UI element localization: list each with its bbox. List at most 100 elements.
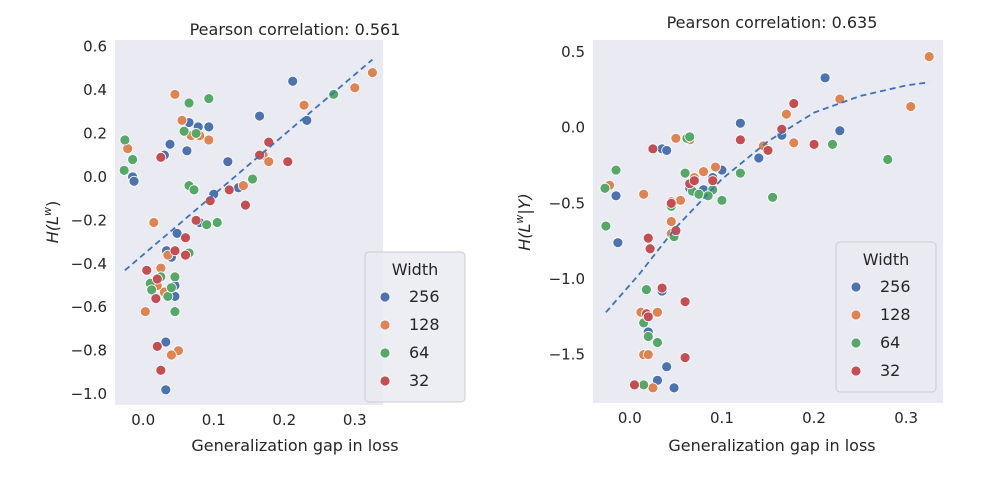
scatter-point-32 [155,151,167,163]
chart-title: Pearson correlation: 0.561 [190,20,401,39]
scatter-point-256 [222,156,234,168]
scatter-point-128 [642,349,654,361]
x-tick-label: 0.3 [343,411,367,429]
scatter-point-128 [166,349,177,361]
scatter-panel-right: Pearson correlation: 0.635 Generalizatio… [513,13,943,455]
scatter-point-64 [610,164,622,176]
scatter-point-256 [668,382,680,394]
scatter-point-64 [118,164,130,176]
y-tick-label: −1.5 [549,346,585,364]
x-tick-label: 0.1 [202,411,226,429]
scatter-point-64 [827,138,838,150]
scatter-point-32 [151,340,163,352]
scatter-point-64 [169,271,181,283]
scatter-point-64 [641,284,652,295]
scatter-point-64 [190,128,202,139]
legend: Width 256 128 64 32 [364,251,466,403]
scatter-point-32 [762,145,774,156]
scatter-point-32 [808,138,820,150]
scatter-point-128 [675,194,686,206]
y-tick-label: −1.0 [71,385,107,403]
legend-label-32: 32 [880,361,900,380]
y-tick-label: −1.0 [549,270,585,288]
scatter-point-64 [127,154,139,165]
legend-marker-64 [379,347,391,359]
chart-title: Pearson correlation: 0.635 [667,13,878,32]
scatter-point-256 [661,145,673,156]
scatter-point-256 [834,125,846,137]
scatter-point-32 [656,282,668,294]
y-axis-label-main: H(L [43,216,62,243]
scatter-point-64 [702,190,714,202]
scatter-point-64 [679,167,691,179]
x-tick-label: 0.1 [710,409,734,427]
legend-marker-256 [850,281,862,293]
scatter-point-64 [166,282,177,294]
y-tick-label: −0.4 [71,255,107,273]
legend-label-64: 64 [409,343,429,362]
scatter-point-32 [788,98,800,109]
scatter-point-128 [148,217,160,228]
legend-box [835,241,937,393]
legend-marker-32 [379,375,391,387]
legend-label-256: 256 [880,277,911,296]
x-axis-label: Generalization gap in loss [191,436,398,455]
scatter-point-64 [328,88,340,100]
y-tick-label: −0.6 [71,298,107,316]
scatter-point-32 [642,232,654,244]
marks-layer: 0.0 0.1 0.2 0.3 0.5 0.0 −0.5 −1.0 −1.5 [549,43,935,427]
y-axis-label: H(Lw|Y) [513,193,534,251]
scatter-point-64 [146,284,158,296]
scatter-point-64 [183,97,195,109]
y-tick-label: 0.6 [83,38,107,56]
trend-line [605,81,930,313]
legend-label-32: 32 [409,371,429,390]
scatter-point-32 [180,249,191,261]
scatter-point-256 [287,75,299,87]
scatter-point-256 [819,72,831,84]
scatter-point-32 [644,243,656,255]
scatter-point-128 [652,306,663,318]
scatter-point-32 [707,175,719,187]
y-axis-label-tail: |Y) [515,193,534,214]
scatter-point-256 [203,121,215,133]
legend-marker-128 [850,309,862,321]
scatter-point-64 [652,337,663,348]
scatter-point-256 [181,145,193,157]
scatter-point-64 [203,93,215,105]
scatter-point-128 [788,137,800,149]
scatter-point-128 [263,156,275,168]
scatter-point-256 [254,110,265,122]
scatter-point-256 [612,237,624,249]
y-tick-label: 0.0 [83,168,107,186]
y-tick-label: 0.5 [561,43,585,61]
x-tick-label: 0.0 [131,411,155,429]
scatter-point-128 [665,216,677,227]
scatter-point-64 [882,154,894,165]
scatter-point-256 [164,138,176,150]
scatter-point-256 [128,175,140,187]
scatter-point-128 [367,67,378,78]
x-tick-label: 0.2 [272,411,296,429]
legend-label-64: 64 [880,333,900,352]
scatter-point-256 [610,190,622,202]
y-axis-label-sup: w [513,215,526,224]
scatter-point-128 [638,188,650,200]
scatter-point-128 [176,114,188,126]
scatter-point-32 [629,379,640,391]
scatter-point-64 [638,379,650,391]
y-axis-label: H(Lw) [41,201,62,243]
legend-title: Width [863,250,909,269]
legend-label-256: 256 [409,287,440,306]
scatter-point-64 [178,125,190,137]
trend-line [124,58,373,271]
scatter-point-32 [169,245,181,257]
scatter-point-32 [190,214,202,226]
scatter-panel-left: Pearson correlation: 0.561 Generalizatio… [41,20,466,455]
legend-marker-64 [850,337,862,349]
scatter-point-32 [642,311,654,323]
scatter-point-32 [647,143,659,155]
scatter-point-128 [349,82,361,94]
scatter-point-32 [282,156,294,168]
